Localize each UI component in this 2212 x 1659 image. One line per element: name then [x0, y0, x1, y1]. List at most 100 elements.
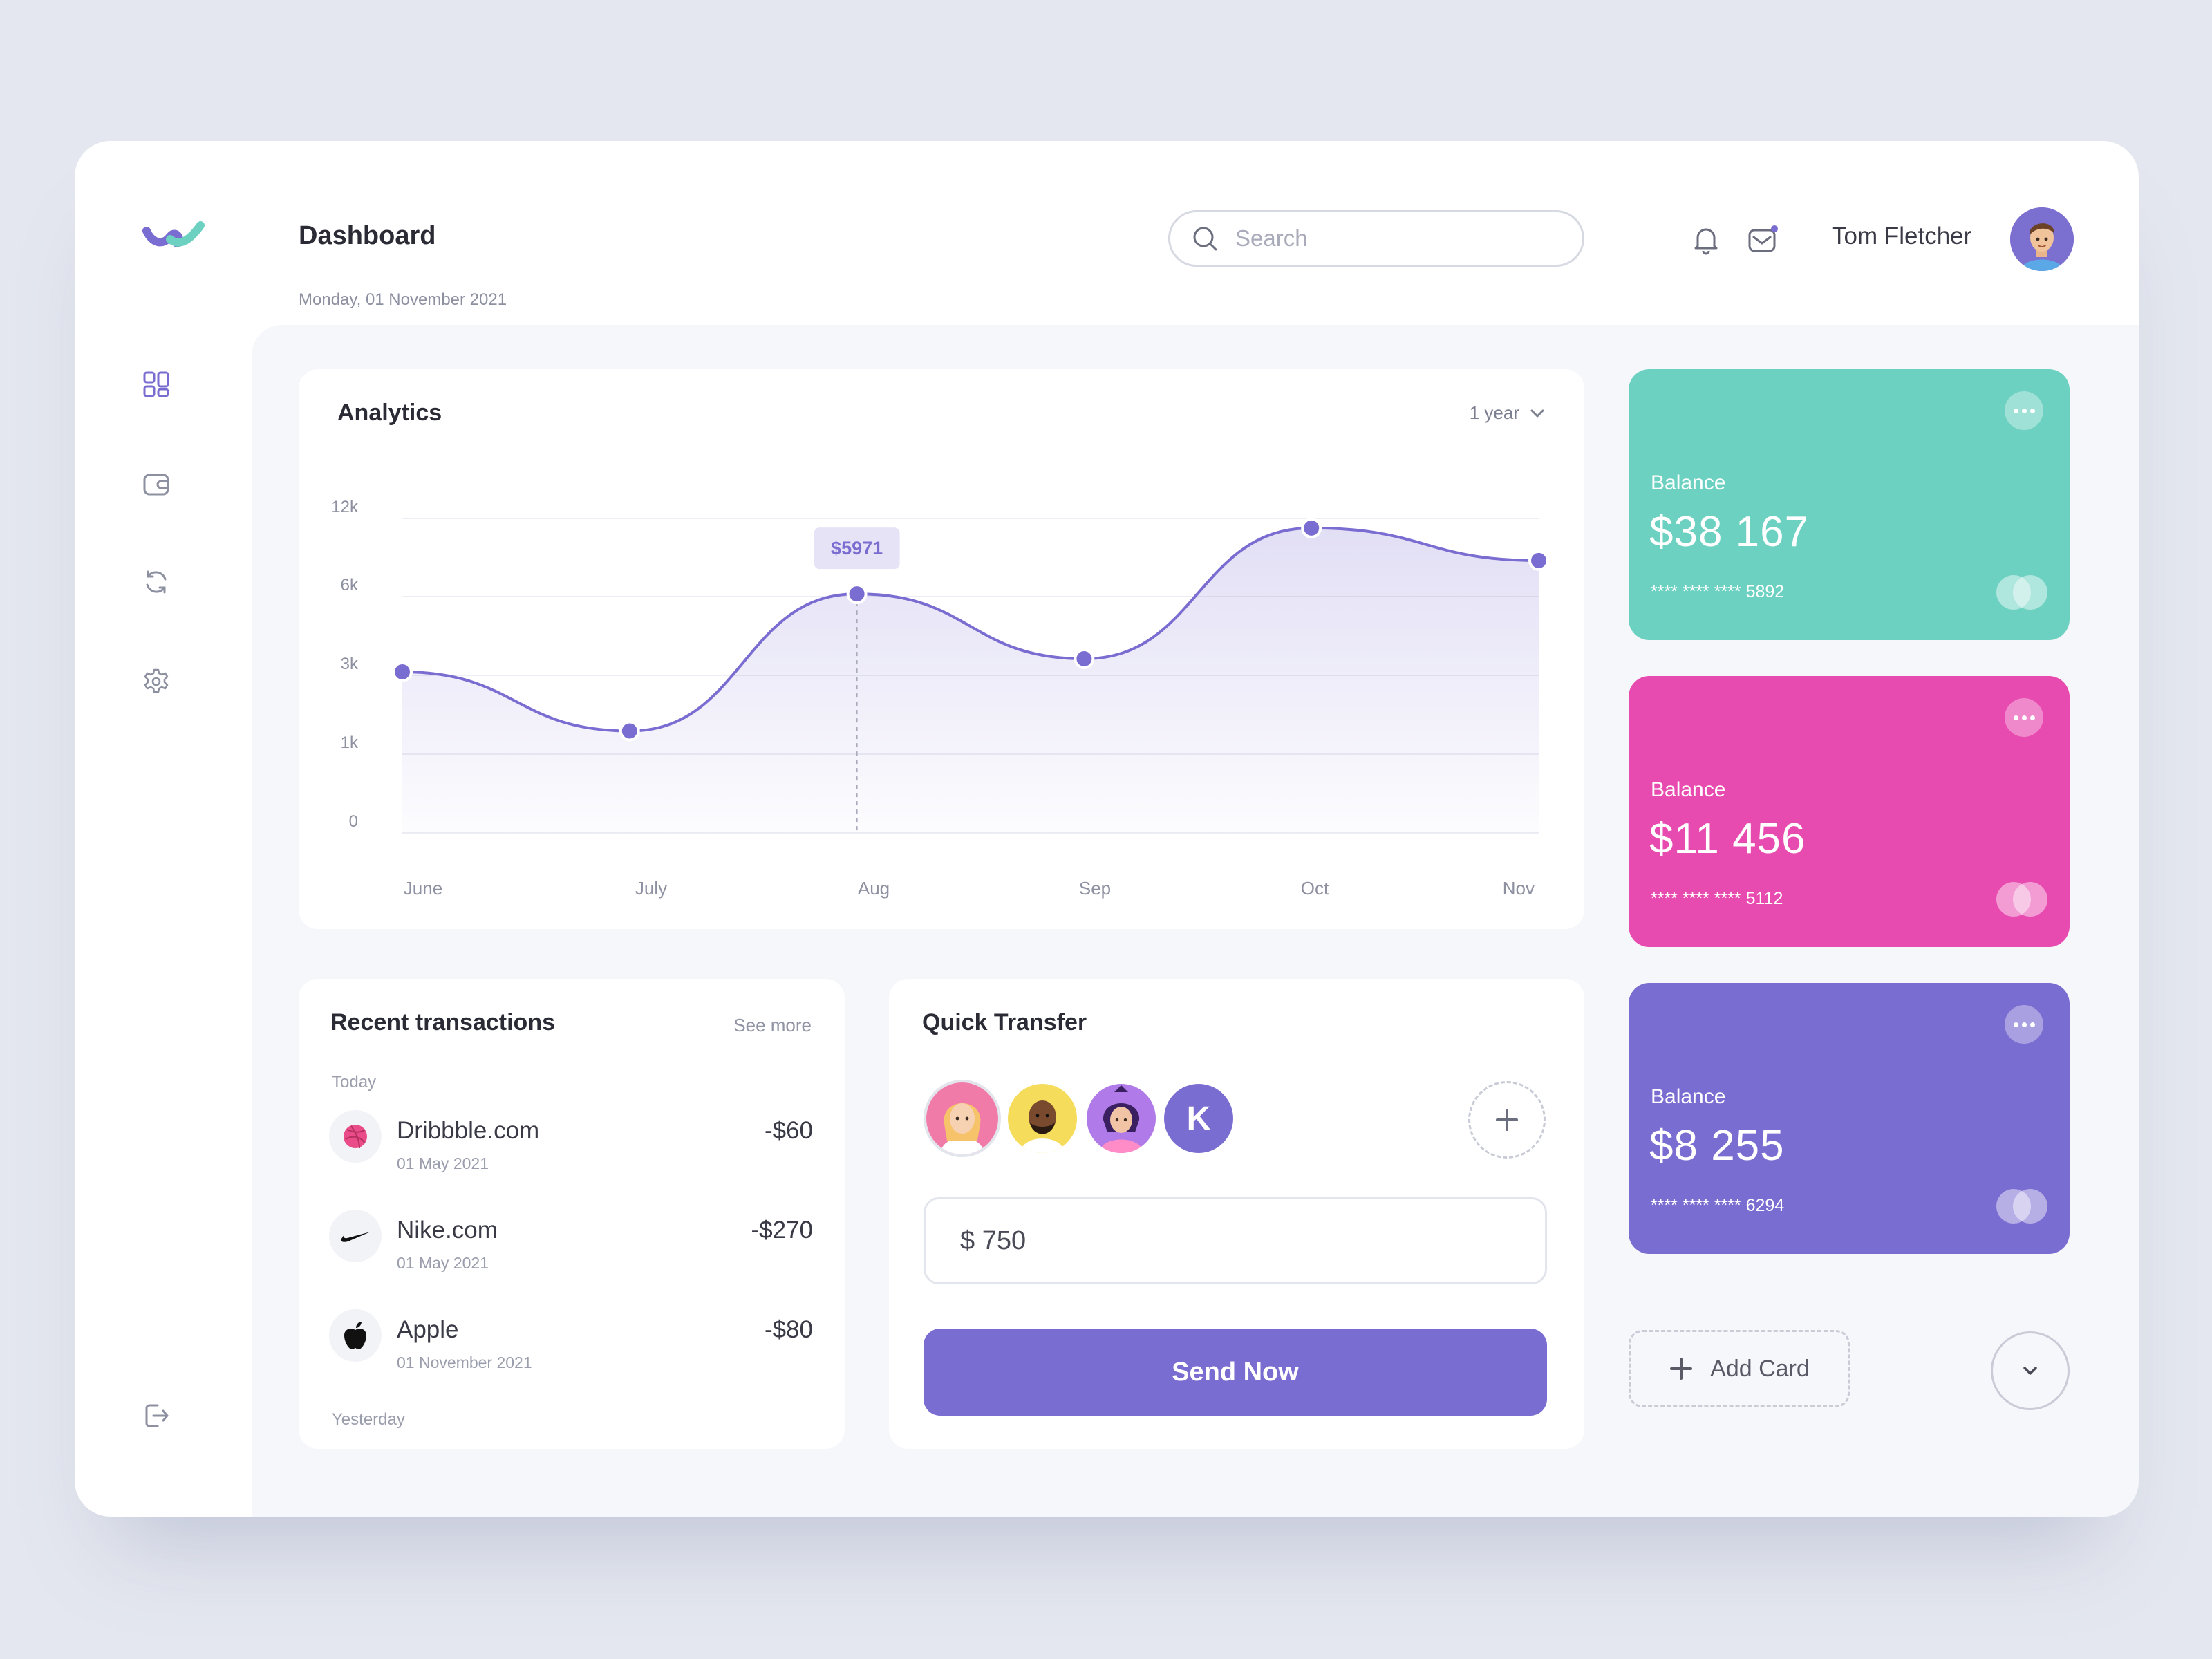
- range-label: 1 year: [1469, 402, 1519, 423]
- dashboard-icon: [143, 371, 169, 397]
- x-tick-label: Aug: [858, 878, 890, 899]
- recipient-image: [1008, 1084, 1077, 1153]
- see-more-link[interactable]: See more: [733, 1015, 812, 1035]
- nike-icon: [341, 1232, 371, 1242]
- transaction-amount: -$80: [764, 1316, 813, 1343]
- x-tick-label: Oct: [1301, 878, 1329, 899]
- chart-area: [402, 527, 1539, 833]
- card-brand-icon: [1996, 575, 2047, 610]
- x-tick-label: Sep: [1079, 878, 1111, 899]
- transaction-logo: [329, 1309, 382, 1362]
- x-tick-label: June: [404, 878, 442, 899]
- sidebar-item-wallet[interactable]: [141, 469, 171, 499]
- y-tick-label: 6k: [341, 576, 359, 594]
- sidebar-item-refresh[interactable]: [141, 567, 171, 597]
- quick-transfer-panel: Quick Transfer: [889, 979, 1584, 1449]
- card-label: Balance: [1651, 778, 1726, 801]
- sidebar-item-dashboard[interactable]: [141, 369, 171, 400]
- transaction-logo: [329, 1110, 382, 1163]
- y-tick-label: 3k: [341, 655, 359, 673]
- mail-icon[interactable]: [1746, 223, 1779, 256]
- card-menu-button[interactable]: [2005, 698, 2043, 737]
- transaction-row[interactable]: Nike.com 01 May 2021 -$270: [329, 1210, 813, 1293]
- range-dropdown[interactable]: 1 year: [1470, 402, 1546, 424]
- transaction-amount: -$270: [751, 1217, 813, 1244]
- y-tick-label: 1k: [341, 733, 359, 752]
- transaction-name: Nike.com: [397, 1217, 498, 1244]
- transactions-panel: Recent transactions See more Today Dribb…: [299, 979, 845, 1449]
- x-tick-label: July: [635, 878, 667, 899]
- plus-icon: [1496, 1109, 1518, 1131]
- notification-bell-icon[interactable]: [1689, 223, 1723, 256]
- app-window: Dashboard Monday, 01 November 2021 Searc…: [75, 141, 2139, 1517]
- add-card-label: Add Card: [1710, 1355, 1810, 1382]
- card-label: Balance: [1651, 471, 1726, 494]
- transaction-name: Apple: [397, 1316, 459, 1343]
- chart-point[interactable]: [1301, 517, 1322, 538]
- user-avatar[interactable]: [2010, 207, 2074, 271]
- search-placeholder: Search: [1235, 225, 1308, 251]
- card-number: **** **** **** 6294: [1651, 1196, 1785, 1215]
- card-balance: $38 167: [1649, 508, 1810, 556]
- transaction-row[interactable]: Apple 01 November 2021 -$80: [329, 1309, 813, 1392]
- page-date: Monday, 01 November 2021: [299, 290, 507, 309]
- logout-button[interactable]: [141, 1400, 171, 1431]
- analytics-panel: 12k 6k 3k 1k 0 June July Aug Sep Oct Nov $5971 Ana…: [299, 369, 1584, 929]
- x-tick-label: Nov: [1503, 878, 1535, 899]
- y-tick-label: 12k: [331, 498, 359, 516]
- recipient-avatar-initial[interactable]: K: [1164, 1084, 1233, 1153]
- dribbble-icon: [344, 1125, 367, 1149]
- amount-input[interactable]: $ 750: [924, 1197, 1547, 1284]
- balance-card[interactable]: Balance $8 255 **** **** **** 6294: [1629, 983, 2070, 1254]
- recipient-avatar-1[interactable]: [924, 1080, 1001, 1157]
- y-tick-label: 0: [349, 812, 358, 831]
- chart-line: [402, 526, 1539, 733]
- plus-icon: [1670, 1358, 1693, 1380]
- card-brand-icon: [1996, 882, 2047, 917]
- balance-card[interactable]: Balance $11 456 **** **** **** 5112: [1629, 676, 2070, 947]
- recipient-avatar-2[interactable]: [1008, 1084, 1077, 1153]
- card-number: **** **** **** 5892: [1651, 582, 1785, 601]
- transaction-date: 01 May 2021: [397, 1154, 489, 1172]
- chart-point[interactable]: [1528, 550, 1549, 571]
- add-card-button[interactable]: Add Card: [1629, 1330, 1850, 1407]
- recipient-image: [926, 1082, 998, 1154]
- search-input[interactable]: Search: [1168, 210, 1584, 267]
- user-name[interactable]: Tom Fletcher: [1832, 223, 1972, 250]
- card-brand-icon: [1996, 1189, 2047, 1224]
- settings-icon: [144, 668, 169, 693]
- transaction-date: 01 November 2021: [397, 1353, 532, 1371]
- transfer-title: Quick Transfer: [922, 1009, 1087, 1035]
- logo-icon: [142, 221, 205, 247]
- balance-card[interactable]: Balance $38 167 **** **** **** 5892: [1629, 369, 2070, 640]
- group-label-today: Today: [332, 1073, 377, 1091]
- transaction-row[interactable]: Dribbble.com 01 May 2021 -$60: [329, 1110, 813, 1193]
- transactions-title: Recent transactions: [330, 1009, 555, 1035]
- analytics-chart: 12k 6k 3k 1k 0 June July Aug Sep Oct Nov $5971: [331, 498, 1549, 899]
- card-menu-button[interactable]: [2005, 1005, 2043, 1044]
- chart-point[interactable]: [619, 720, 640, 742]
- recipient-initial: K: [1186, 1100, 1211, 1137]
- recipient-avatar-3[interactable]: [1087, 1084, 1156, 1153]
- amount-value: $ 750: [960, 1226, 1027, 1255]
- card-balance: $11 456: [1649, 815, 1806, 863]
- chart-point[interactable]: [1074, 648, 1095, 669]
- chart-point[interactable]: [392, 662, 413, 682]
- transaction-date: 01 May 2021: [397, 1254, 489, 1272]
- chart-point[interactable]: [846, 583, 868, 605]
- card-number: **** **** **** 5112: [1651, 889, 1783, 908]
- refresh-icon: [146, 570, 167, 594]
- card-label: Balance: [1651, 1085, 1726, 1108]
- group-label-yesterday: Yesterday: [332, 1410, 405, 1429]
- wallet-icon: [143, 474, 169, 496]
- search-icon: [1193, 227, 1217, 251]
- transaction-logo: [329, 1210, 382, 1262]
- page-title: Dashboard: [299, 221, 436, 250]
- expand-cards-button[interactable]: [1991, 1331, 2070, 1410]
- send-now-button[interactable]: Send Now: [924, 1329, 1547, 1416]
- analytics-title: Analytics: [337, 400, 442, 426]
- add-recipient-button[interactable]: [1468, 1081, 1546, 1159]
- card-menu-button[interactable]: [2005, 391, 2043, 430]
- sidebar-item-settings[interactable]: [141, 666, 171, 697]
- chevron-down-icon: [1530, 409, 1544, 417]
